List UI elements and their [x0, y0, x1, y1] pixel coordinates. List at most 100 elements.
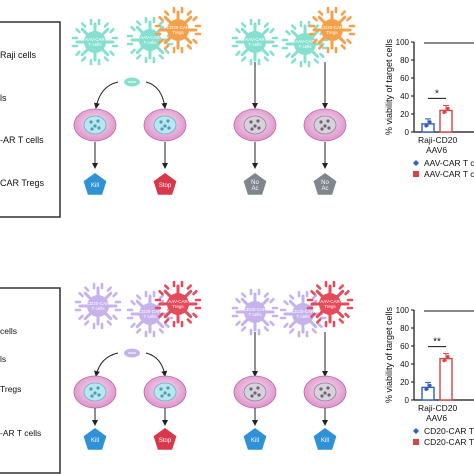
receptor-arm [158, 15, 164, 22]
virus-particle [256, 386, 260, 390]
receptor-arm [130, 48, 136, 55]
receptor-arm [158, 294, 165, 300]
virus-particle [90, 394, 94, 398]
legend-label-1: CD20-CAR T ce [424, 426, 474, 436]
outcome-label: No Ac [251, 180, 259, 192]
virus-particle [97, 126, 101, 130]
virus-particle [257, 126, 261, 130]
outcome-shape [313, 173, 337, 195]
bar-2 [439, 357, 453, 401]
cell-body [84, 31, 106, 53]
outcome-label: No Ac [321, 180, 329, 192]
receptor-arm [83, 320, 90, 326]
legend-a-item-1: Raji cells [0, 50, 37, 60]
receptor-arm [263, 326, 270, 332]
aav-car-t-cell-1: AAV-CAR T cells [71, 18, 119, 66]
cell-label: AAV-CAR T cells [140, 35, 160, 45]
receptor-arm [240, 22, 247, 28]
virus-particle [160, 127, 164, 131]
receptor-arm [283, 322, 289, 329]
raji-cell-b-4 [303, 375, 347, 409]
virus-particle [323, 124, 327, 128]
receptor-arm [317, 322, 323, 329]
outcome-b-4: Kill [313, 428, 337, 450]
receptor-arm [130, 299, 136, 306]
receptor-arm [240, 292, 247, 298]
receptor-arm [130, 322, 136, 329]
receptor-arm [315, 284, 322, 290]
receptor-arm [112, 291, 118, 298]
cell-body [167, 293, 189, 315]
receptor-arm [106, 286, 113, 292]
receptor-arm [240, 56, 247, 62]
receptor-arm [269, 50, 275, 57]
cell-body [294, 33, 316, 55]
receptor-arm [338, 318, 345, 324]
legend-a-item-2: ls [0, 93, 7, 103]
outcome-a-1: Kill [83, 173, 107, 195]
outcome-shape [243, 173, 267, 195]
virus-particle [257, 393, 261, 397]
virus-particle [319, 387, 323, 391]
receptor-arm [158, 38, 164, 45]
raji-cell-b-1 [73, 375, 117, 409]
cell-body [87, 295, 109, 317]
virus-particle [250, 394, 254, 398]
receptor-arm [263, 292, 270, 298]
legend-box-b [0, 287, 61, 474]
receptor-arm [313, 24, 320, 30]
virus-particle [249, 387, 253, 391]
receptor-arm [346, 15, 352, 22]
virus-particle [159, 387, 163, 391]
receptor-arm [311, 294, 318, 300]
outcome-label: Kill [91, 438, 99, 444]
receptor-arm [263, 22, 270, 28]
y-tick-label: 80 [400, 56, 409, 65]
virus-particle [253, 391, 257, 395]
virus-particle [93, 124, 97, 128]
receptor-arm [164, 322, 170, 329]
receptor-arm [158, 328, 165, 334]
receptor-arm [346, 38, 352, 45]
receptor-arm [163, 44, 170, 50]
y-tick-label: 60 [400, 74, 409, 83]
virus-particle [97, 393, 101, 397]
receptor-arm [192, 15, 198, 22]
y-tick-label: 100 [396, 306, 410, 315]
receptor-arm [135, 328, 142, 334]
receptor-arm [288, 328, 295, 334]
data-point [446, 106, 450, 110]
receptor-arm [317, 10, 324, 16]
cd20-car-t-cell-2: CD20-CAR T cells [126, 290, 174, 338]
receptor-arm [75, 27, 81, 34]
outcome-a-3: No Ac [243, 173, 267, 195]
legend-label-2: CD20-CAR T ce [424, 437, 474, 447]
receptor-arm [313, 58, 320, 64]
raji-cell-a-3 [233, 108, 277, 142]
outcome-label: Kill [91, 183, 99, 189]
virus-particle [89, 387, 93, 391]
cytokine-b [124, 348, 140, 358]
cell-body [244, 301, 266, 323]
cd20-car-t-cell-3: CD20-CAR T cells [231, 288, 279, 336]
receptor-arm [240, 326, 247, 332]
receptor-arm [235, 50, 241, 57]
receptor-arm [109, 50, 115, 57]
y-tick-label: 100 [396, 38, 410, 47]
cell-label: AAV-CAR T cells [85, 37, 105, 47]
cell-label: CD20-CAR T cells [292, 309, 315, 319]
diagram-b: CD20-CAR T cells CD20-CAR T cells AAV-CAR Tre… [73, 280, 354, 450]
virus-particle [167, 393, 171, 397]
cell-body [244, 31, 266, 53]
virus-particle [320, 127, 324, 131]
cell-body [321, 19, 343, 41]
cell-label: AAV-CAR Tregs [168, 299, 188, 309]
virus-particle [166, 119, 170, 123]
y-tick-label: 40 [400, 360, 409, 369]
legend-marker-2 [413, 171, 419, 177]
sig-label: ** [433, 337, 441, 348]
raji-cell-b-3 [233, 375, 277, 409]
y-tick-label: 0 [405, 128, 410, 137]
legend-marker-1 [413, 428, 419, 434]
receptor-arm [288, 294, 295, 300]
